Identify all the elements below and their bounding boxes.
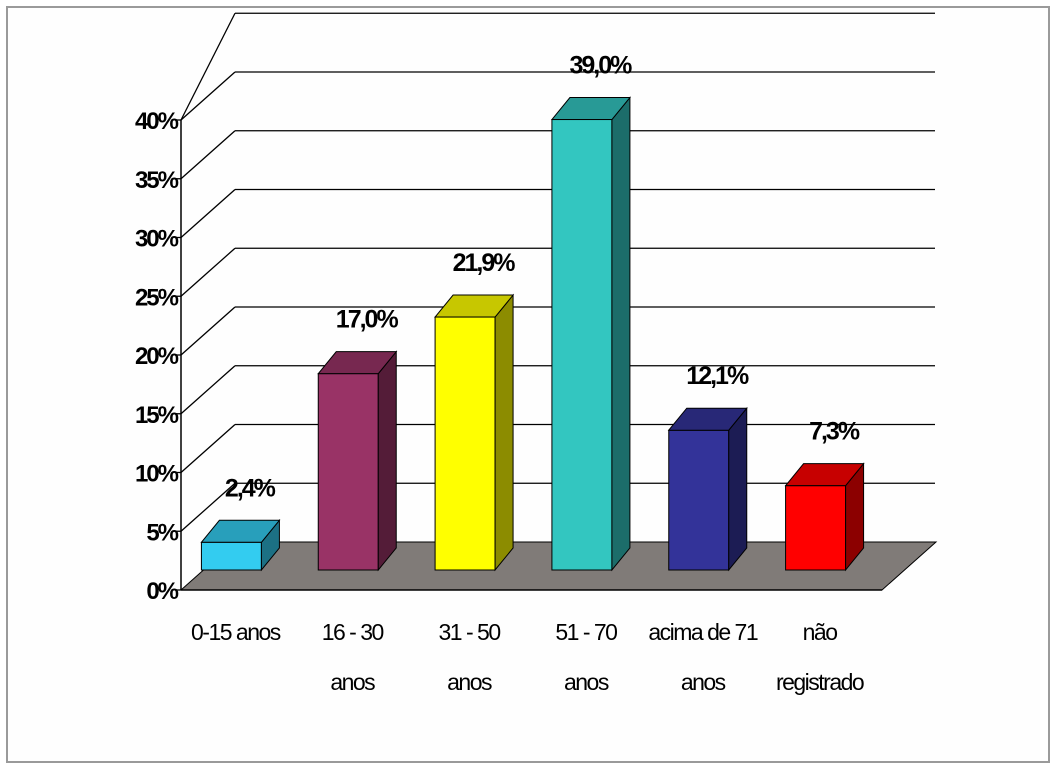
category-label: anos bbox=[681, 669, 726, 695]
data-label: 17,0% bbox=[336, 306, 399, 334]
category-label: anos bbox=[564, 669, 609, 695]
y-tick-label: 25% bbox=[135, 284, 179, 311]
category-labels: 0-15 anos 16 - 30 anos 31 - 50 anos 51 - 70 an… bbox=[191, 619, 865, 695]
category-label: 31 - 50 bbox=[439, 619, 501, 645]
category-label: não bbox=[803, 619, 838, 645]
y-tick-labels: 0% 5% 10% 15% 20% 25% 30% 35% 40% bbox=[135, 108, 181, 605]
y-tick-label: 0% bbox=[146, 578, 178, 605]
y-tick-label: 30% bbox=[135, 226, 179, 253]
y-tick-label: 40% bbox=[135, 108, 179, 135]
y-tick-label: 5% bbox=[146, 519, 178, 546]
data-label: 2,4% bbox=[225, 474, 276, 502]
bars bbox=[200, 96, 865, 572]
category-label: 16 - 30 bbox=[322, 619, 384, 645]
category-label: registrado bbox=[776, 669, 864, 695]
data-label: 7,3% bbox=[809, 418, 860, 446]
gridline-diagonal bbox=[180, 365, 236, 415]
gridline-diagonal bbox=[180, 424, 236, 473]
category-label: acima de 71 bbox=[648, 619, 758, 645]
gridline-diagonal bbox=[180, 12, 236, 121]
bar bbox=[784, 462, 865, 572]
category-label: 0-15 anos bbox=[191, 619, 281, 645]
bar bbox=[550, 96, 631, 572]
y-tick-label: 35% bbox=[135, 167, 179, 194]
bar bbox=[667, 406, 748, 572]
data-label: 21,9% bbox=[453, 249, 516, 277]
y-tick-label: 20% bbox=[135, 343, 179, 370]
y-axis bbox=[175, 119, 882, 591]
chart-frame bbox=[6, 6, 1050, 763]
data-label: 39,0% bbox=[569, 52, 632, 80]
gridline-diagonal bbox=[180, 189, 236, 238]
gridline-diagonal bbox=[180, 71, 236, 121]
data-labels: 2,4% 17,0% 21,9% 39,0% 12,1% 7,3% bbox=[225, 52, 862, 503]
bar bbox=[200, 518, 281, 572]
gridline-diagonal bbox=[180, 247, 236, 297]
category-label: 51 - 70 bbox=[555, 619, 617, 645]
y-tick-label: 15% bbox=[135, 402, 179, 429]
category-label: anos bbox=[447, 669, 492, 695]
gridline-diagonal bbox=[180, 130, 236, 180]
category-label: anos bbox=[330, 669, 375, 695]
bar bbox=[317, 350, 398, 572]
gridline-diagonal bbox=[180, 306, 236, 356]
data-label: 12,1% bbox=[686, 362, 749, 390]
gridline-diagonal bbox=[180, 482, 236, 532]
y-tick-label: 10% bbox=[135, 461, 179, 488]
bar bbox=[434, 293, 515, 572]
